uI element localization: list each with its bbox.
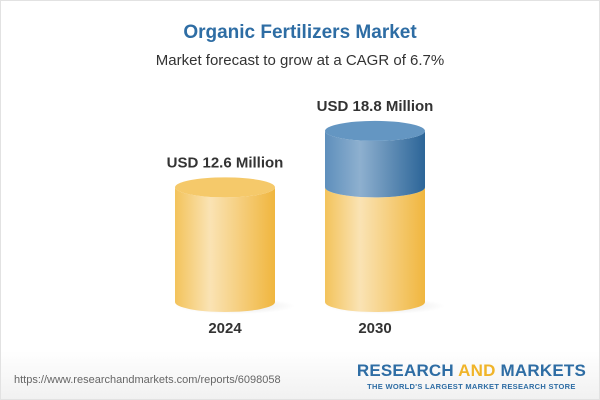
chart-title: Organic Fertilizers Market	[183, 22, 417, 43]
bar-2024-base-top	[175, 177, 275, 198]
bar-2030-base-body	[325, 187, 425, 312]
chart-subtitle: Market forecast to grow at a CAGR of 6.7…	[155, 52, 445, 69]
source-url[interactable]: https://www.researchandmarkets.com/repor…	[14, 374, 281, 386]
research-and-markets-logo: RESEARCH AND MARKETS THE WORLD'S LARGEST…	[356, 361, 586, 391]
footer-background	[1, 351, 599, 399]
bar-2030-growth-body	[325, 130, 425, 198]
bar-2030-growth-top	[325, 120, 425, 141]
data-label: USD 12.6 Million	[167, 154, 284, 171]
bar-2024-base-body	[175, 187, 275, 312]
category-label: 2030	[358, 320, 391, 337]
category-label: 2024	[208, 320, 242, 337]
data-label: USD 18.8 Million	[317, 98, 434, 115]
